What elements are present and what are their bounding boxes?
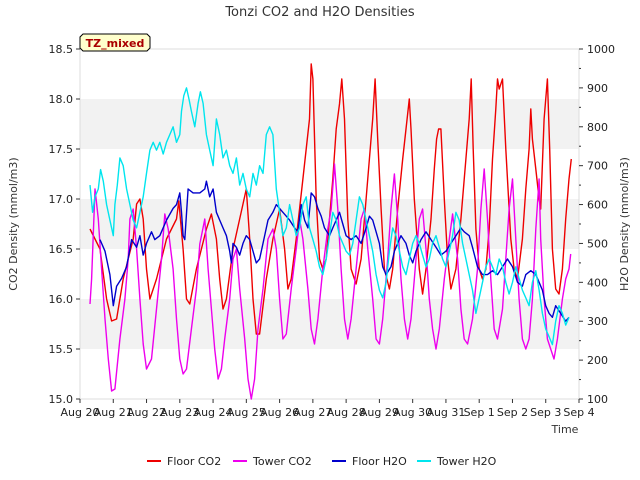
series-layer: [89, 63, 572, 400]
chart-title: Tonzi CO2 and H2O Densities: [224, 5, 415, 20]
legend-label-tower-h2o: Tower H2O: [436, 455, 497, 468]
left-tick-label: 18.5: [49, 43, 74, 56]
x-tick-label: Aug 23: [160, 406, 199, 419]
background-band: [80, 299, 579, 349]
x-axis-label: Time: [551, 423, 579, 436]
right-tick-label: 100: [587, 393, 608, 406]
site-badge: TZ_mixed: [79, 33, 151, 52]
right-tick-label: 900: [587, 82, 608, 95]
x-tick-label: Aug 24: [194, 406, 233, 419]
series-line-tower-h2o: [89, 87, 570, 346]
left-tick-label: 18.0: [49, 93, 74, 106]
right-tick-label: 400: [587, 276, 608, 289]
left-tick-label: 15.0: [49, 393, 74, 406]
badge-box: [79, 33, 151, 52]
x-tick-label: Aug 30: [393, 406, 432, 419]
x-tick-label: Sep 4: [563, 406, 594, 419]
right-tick-label: 300: [587, 315, 608, 328]
legend-label-floor-h2o: Floor H2O: [352, 455, 407, 468]
x-tick-label: Sep 2: [497, 406, 528, 419]
left-tick-label: 16.0: [49, 293, 74, 306]
right-tick-label: 500: [587, 237, 608, 250]
x-tick-label: Aug 20: [61, 406, 100, 419]
left-axis-label: CO2 Density (mmol/m3): [7, 157, 20, 290]
right-tick-label: 800: [587, 121, 608, 134]
right-tick-label: 200: [587, 354, 608, 367]
series-line-tower-co2: [89, 163, 572, 400]
left-tick-label: 17.5: [49, 143, 74, 156]
x-tick-label: Aug 22: [127, 406, 166, 419]
x-tick-label: Sep 1: [464, 406, 495, 419]
right-tick-label: 1000: [587, 43, 615, 56]
right-tick-label: 600: [587, 199, 608, 212]
x-tick-label: Aug 26: [260, 406, 299, 419]
right-axis-label: H2O Density (mmol/m3): [618, 157, 631, 291]
left-tick-label: 17.0: [49, 193, 74, 206]
x-tick-label: Aug 28: [327, 406, 366, 419]
left-tick-label: 15.5: [49, 343, 74, 356]
legend: Floor CO2 Tower CO2 Floor H2O Tower H2O: [147, 455, 497, 468]
legend-label-tower-co2: Tower CO2: [252, 455, 312, 468]
badge-label: TZ_mixed: [86, 37, 145, 50]
x-tick-label: Aug 31: [426, 406, 465, 419]
left-tick-label: 16.5: [49, 243, 74, 256]
x-tick-label: Aug 27: [293, 406, 332, 419]
x-tick-label: Aug 21: [94, 406, 133, 419]
x-tick-label: Aug 25: [227, 406, 266, 419]
left-axis: 15.0 15.5 16.0 16.5 17.0 17.5 18.0 18.5: [49, 43, 80, 406]
x-tick-label: Sep 3: [530, 406, 561, 419]
right-axis: 100 200 300 400 500 600 700 800 900 1000: [579, 43, 615, 406]
series-line-floor-h2o: [99, 180, 570, 322]
x-tick-label: Aug 29: [360, 406, 399, 419]
right-tick-label: 700: [587, 160, 608, 173]
legend-label-floor-co2: Floor CO2: [167, 455, 221, 468]
